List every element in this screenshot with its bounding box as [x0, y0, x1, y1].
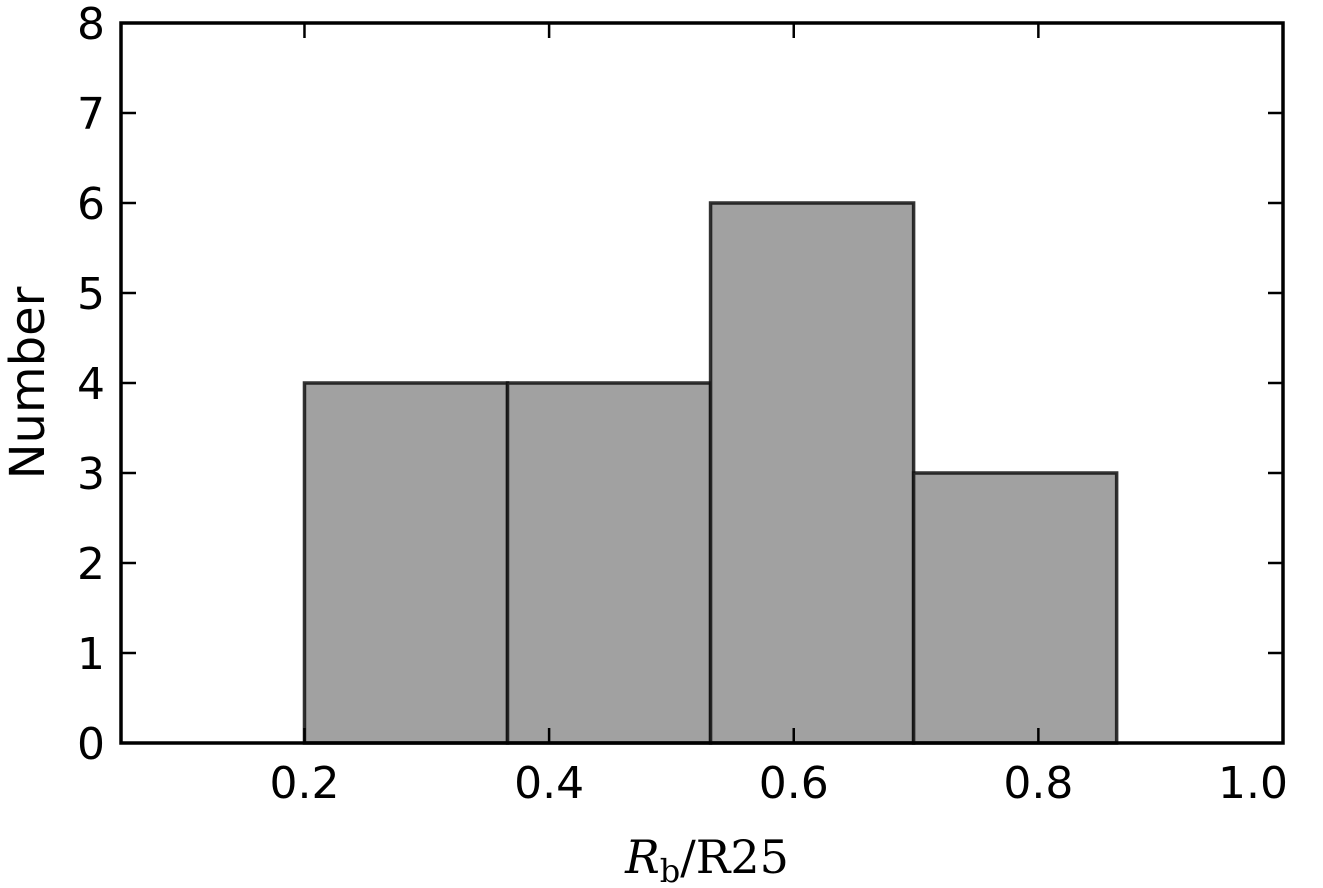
x-axis-label-sub: b — [660, 852, 680, 888]
x-tick-label-3: 0.8 — [1003, 758, 1073, 809]
histogram-bar-2 — [708, 201, 916, 745]
y-tick-label-5: 5 — [77, 269, 105, 320]
y-tick-labels: 0 1 2 3 4 5 6 7 8 — [77, 0, 105, 770]
y-tick-label-8: 8 — [77, 0, 105, 50]
histogram-bar-0 — [302, 381, 510, 745]
x-tick-label-0: 0.2 — [269, 758, 339, 809]
x-tick-labels: 0.2 0.4 0.6 0.8 1.0 — [269, 758, 1288, 809]
x-tick-label-2: 0.6 — [759, 758, 829, 809]
plot-frame — [119, 21, 1285, 745]
y-tick-label-1: 1 — [77, 629, 105, 680]
y-tick-label-2: 2 — [77, 539, 105, 590]
y-axis-label: Number — [0, 286, 56, 479]
y-tick-label-6: 6 — [77, 179, 105, 230]
x-axis-label: Rb/R25 — [624, 830, 789, 888]
x-axis-label-rest: /R25 — [680, 830, 789, 884]
histogram-bar-1 — [505, 381, 713, 745]
y-tick-label-0: 0 — [77, 719, 105, 770]
bars-group — [302, 201, 1119, 745]
y-tick-label-7: 7 — [77, 89, 105, 140]
x-axis-label-main: R — [624, 830, 660, 884]
y-tick-label-3: 3 — [77, 449, 105, 500]
x-tick-label-1: 0.4 — [514, 758, 584, 809]
y-tick-label-4: 4 — [77, 359, 105, 410]
x-tick-label-4: 1.0 — [1218, 758, 1288, 809]
histogram-bar-3 — [911, 471, 1119, 745]
